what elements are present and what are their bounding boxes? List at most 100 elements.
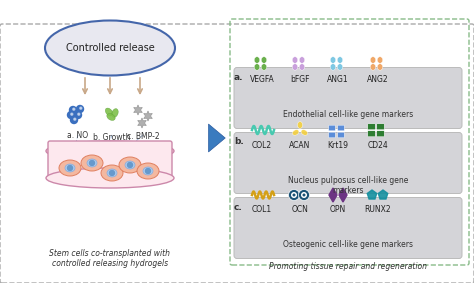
Ellipse shape bbox=[143, 167, 153, 175]
Text: Stem cells co-transplanted with
controlled releasing hydrogels: Stem cells co-transplanted with controll… bbox=[49, 248, 171, 268]
FancyBboxPatch shape bbox=[337, 132, 344, 138]
FancyBboxPatch shape bbox=[234, 68, 462, 128]
FancyBboxPatch shape bbox=[377, 124, 384, 130]
Text: CD24: CD24 bbox=[368, 140, 388, 149]
Circle shape bbox=[128, 162, 133, 168]
FancyBboxPatch shape bbox=[234, 198, 462, 258]
Text: b.: b. bbox=[234, 138, 244, 147]
Ellipse shape bbox=[105, 108, 113, 116]
Ellipse shape bbox=[119, 157, 141, 173]
Text: Osteogenic cell-like gene markers: Osteogenic cell-like gene markers bbox=[283, 240, 413, 249]
Text: c. BMP-2: c. BMP-2 bbox=[127, 132, 159, 141]
Ellipse shape bbox=[330, 64, 336, 70]
FancyArrowPatch shape bbox=[209, 124, 225, 152]
Ellipse shape bbox=[301, 130, 308, 135]
Text: Krt19: Krt19 bbox=[328, 140, 348, 149]
Text: COL2: COL2 bbox=[252, 140, 272, 149]
Ellipse shape bbox=[65, 164, 75, 172]
Text: ANG1: ANG1 bbox=[327, 76, 349, 85]
Ellipse shape bbox=[101, 165, 123, 181]
Ellipse shape bbox=[298, 121, 302, 128]
Circle shape bbox=[74, 118, 76, 120]
Ellipse shape bbox=[107, 169, 117, 177]
Ellipse shape bbox=[125, 161, 135, 169]
Ellipse shape bbox=[299, 64, 305, 70]
Ellipse shape bbox=[59, 160, 81, 176]
Circle shape bbox=[67, 166, 73, 170]
Text: Nucleus pulposus cell-like gene
markers: Nucleus pulposus cell-like gene markers bbox=[288, 176, 408, 195]
Circle shape bbox=[289, 190, 300, 200]
Ellipse shape bbox=[46, 141, 174, 161]
Text: OCN: OCN bbox=[292, 205, 309, 215]
Circle shape bbox=[146, 168, 151, 173]
Circle shape bbox=[80, 107, 82, 109]
Ellipse shape bbox=[45, 20, 175, 76]
Ellipse shape bbox=[81, 155, 103, 171]
Polygon shape bbox=[329, 188, 337, 202]
Ellipse shape bbox=[370, 64, 376, 70]
FancyBboxPatch shape bbox=[328, 132, 335, 138]
Text: b. Growth
factors: b. Growth factors bbox=[93, 133, 131, 153]
FancyBboxPatch shape bbox=[368, 124, 375, 130]
Circle shape bbox=[70, 106, 76, 113]
Text: ACAN: ACAN bbox=[289, 140, 310, 149]
Ellipse shape bbox=[292, 57, 298, 63]
Ellipse shape bbox=[112, 109, 118, 117]
Polygon shape bbox=[339, 188, 347, 202]
Ellipse shape bbox=[377, 64, 383, 70]
Ellipse shape bbox=[370, 57, 376, 63]
Text: c.: c. bbox=[234, 203, 243, 211]
Ellipse shape bbox=[330, 57, 336, 63]
Text: Controlled release: Controlled release bbox=[65, 43, 155, 53]
Circle shape bbox=[90, 160, 94, 166]
Text: VEGFA: VEGFA bbox=[250, 76, 274, 85]
Ellipse shape bbox=[107, 113, 115, 121]
Circle shape bbox=[302, 194, 306, 196]
Circle shape bbox=[299, 190, 310, 200]
Ellipse shape bbox=[292, 64, 298, 70]
Text: Promoting tissue repair and regeneration: Promoting tissue repair and regeneration bbox=[269, 262, 427, 271]
Ellipse shape bbox=[261, 57, 267, 63]
Circle shape bbox=[73, 108, 75, 110]
Ellipse shape bbox=[292, 130, 299, 135]
FancyBboxPatch shape bbox=[48, 141, 172, 180]
FancyBboxPatch shape bbox=[368, 131, 375, 137]
Polygon shape bbox=[367, 190, 377, 199]
Ellipse shape bbox=[337, 57, 343, 63]
Text: a.: a. bbox=[234, 72, 244, 82]
Text: bFGF: bFGF bbox=[290, 76, 310, 85]
FancyBboxPatch shape bbox=[337, 125, 344, 131]
Circle shape bbox=[67, 112, 74, 119]
FancyBboxPatch shape bbox=[234, 132, 462, 194]
Circle shape bbox=[109, 170, 115, 175]
Circle shape bbox=[71, 113, 73, 115]
Ellipse shape bbox=[137, 163, 159, 179]
Polygon shape bbox=[137, 118, 146, 128]
FancyBboxPatch shape bbox=[328, 125, 335, 131]
Polygon shape bbox=[144, 111, 152, 121]
Circle shape bbox=[76, 106, 83, 113]
Circle shape bbox=[71, 117, 78, 123]
Circle shape bbox=[74, 112, 82, 119]
Circle shape bbox=[301, 192, 307, 198]
Text: a. NO: a. NO bbox=[67, 131, 89, 140]
Ellipse shape bbox=[87, 159, 97, 167]
Circle shape bbox=[292, 194, 295, 196]
Ellipse shape bbox=[377, 57, 383, 63]
Ellipse shape bbox=[299, 57, 305, 63]
Ellipse shape bbox=[261, 64, 267, 70]
Ellipse shape bbox=[337, 64, 343, 70]
Text: OPN: OPN bbox=[330, 205, 346, 215]
Text: ANG2: ANG2 bbox=[367, 76, 389, 85]
Ellipse shape bbox=[254, 64, 260, 70]
Circle shape bbox=[291, 192, 297, 198]
Text: RUNX2: RUNX2 bbox=[365, 205, 392, 215]
Ellipse shape bbox=[46, 168, 174, 188]
Circle shape bbox=[78, 113, 80, 115]
FancyBboxPatch shape bbox=[377, 131, 384, 137]
Polygon shape bbox=[378, 190, 388, 199]
Ellipse shape bbox=[254, 57, 260, 63]
Text: COL1: COL1 bbox=[252, 205, 272, 215]
Polygon shape bbox=[134, 105, 142, 115]
Text: Endothelial cell-like gene markers: Endothelial cell-like gene markers bbox=[283, 110, 413, 119]
